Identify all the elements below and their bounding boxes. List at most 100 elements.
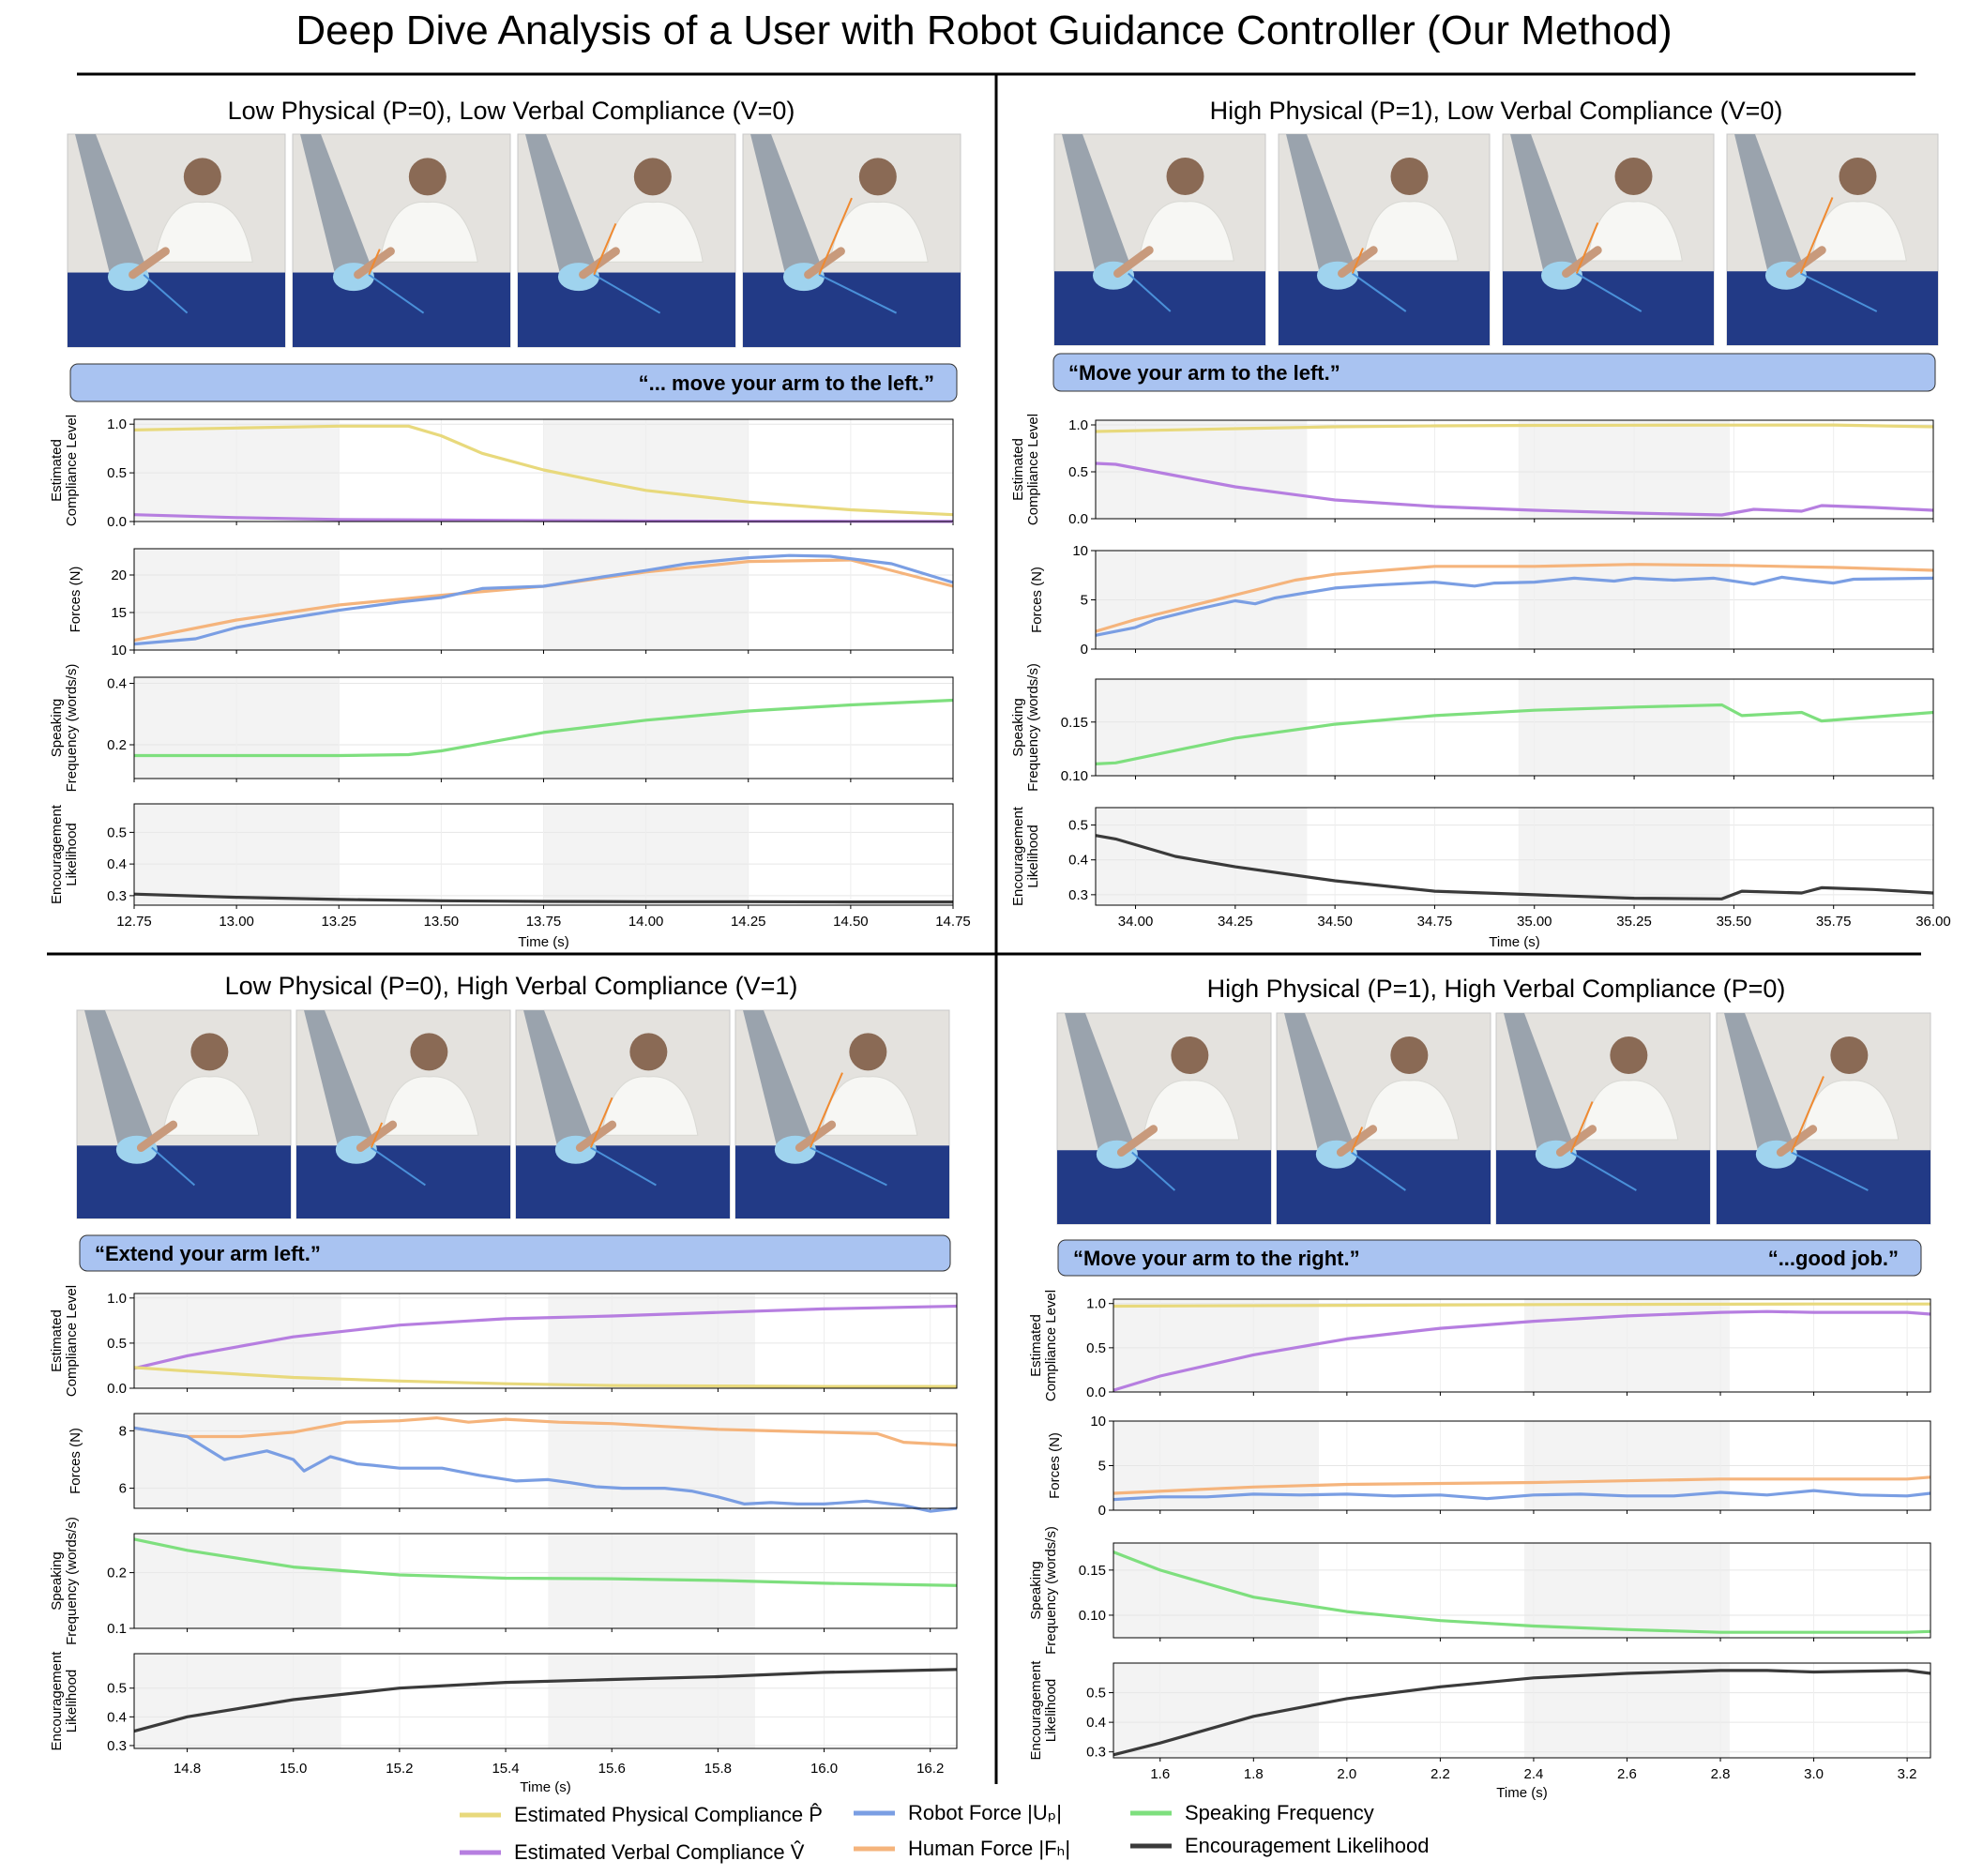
panel-3: Low Physical (P=0), High Verbal Complian… [49, 972, 958, 1795]
panel-2: High Physical (P=1), Low Verbal Complian… [1010, 97, 1951, 950]
robot-arm-icon [75, 134, 146, 280]
person-head-icon [1839, 158, 1877, 195]
table-surface [1054, 271, 1265, 345]
subplot-1: 0.0 0.5 1.0 Estimated Compliance Level [49, 415, 954, 530]
x-tick-label: 35.75 [1816, 914, 1852, 930]
shaded-interval [548, 1294, 755, 1388]
video-frame [1495, 1012, 1711, 1225]
y-tick-label: 5 [1098, 1459, 1106, 1475]
x-tick-label: 15.0 [280, 1761, 307, 1777]
person-arm-icon [129, 247, 170, 280]
series-line [1113, 1302, 1930, 1309]
x-tick-label: 13.75 [526, 914, 562, 930]
robot-arm-icon [84, 1010, 155, 1152]
robot-arm-icon [525, 134, 597, 280]
axes-frame [133, 1293, 958, 1389]
legend-item: Encouragement Likelihood [1130, 1834, 1430, 1857]
subplot-3: 0.10 0.15 Speaking Frequency (words/s) [1010, 663, 1934, 792]
subplot-4: 0.3 0.4 0.5 Encouragement Likelihood [49, 803, 954, 909]
y-tick-label: 0.0 [107, 1381, 127, 1397]
shaded-interval [548, 1414, 755, 1508]
person-shirt-icon [381, 1076, 479, 1136]
robot-arm-icon [1724, 1013, 1794, 1157]
person-head-icon [858, 158, 897, 196]
x-tick-label: 2.8 [1711, 1766, 1731, 1782]
y-axis-label: Frequency (words/s) [1025, 663, 1041, 792]
subplot-2: 0 5 10 Forces (N) [1029, 543, 1934, 658]
video-frame [742, 133, 961, 348]
y-axis-label: Encouragement [49, 1651, 65, 1751]
speech-quote-left: “Move your arm to the right.” [1073, 1247, 1360, 1270]
x-tick-label: 13.25 [321, 914, 356, 930]
x-tick-label: 13.50 [424, 914, 460, 930]
x-tick-label: 13.00 [219, 914, 254, 930]
y-tick-label: 0.15 [1061, 715, 1088, 731]
legend-item: Estimated Verbal Compliance V̂ [460, 1840, 805, 1864]
person-head-icon [1171, 1036, 1209, 1074]
robot-force-arrow-icon [1352, 272, 1407, 312]
robot-force-arrow-icon [368, 274, 425, 314]
robot-arm-icon [523, 1010, 594, 1152]
y-tick-label: 0.0 [107, 514, 127, 530]
human-force-arrow-icon [818, 197, 853, 276]
table-surface [743, 272, 961, 347]
x-tick-label: 35.25 [1616, 914, 1652, 930]
table-surface [1503, 271, 1714, 345]
y-axis-label: Estimated [49, 1309, 65, 1372]
video-frame [1726, 133, 1939, 346]
person-head-icon [633, 158, 672, 196]
table-surface [77, 1145, 291, 1218]
x-tick-label: 2.6 [1617, 1766, 1637, 1782]
human-force-arrow-icon [1575, 222, 1599, 274]
y-tick-label: 8 [119, 1423, 127, 1439]
panel-title: Low Physical (P=0), High Verbal Complian… [225, 972, 798, 1000]
y-tick-label: 0.2 [107, 1566, 127, 1581]
series-line [133, 424, 954, 517]
robot-force-arrow-icon [1131, 1151, 1176, 1191]
series-line [1113, 1309, 1931, 1392]
table-surface [293, 272, 510, 347]
person-head-icon [1390, 158, 1429, 195]
human-force-arrow-icon [593, 222, 617, 276]
x-tick-label: 3.2 [1898, 1766, 1917, 1782]
y-axis-label: Compliance Level [1025, 414, 1041, 525]
shaded-interval [134, 1654, 341, 1748]
y-axis-label: Compliance Level [1043, 1290, 1059, 1401]
y-tick-label: 0.10 [1079, 1608, 1106, 1624]
axes-frame [133, 418, 954, 522]
person-head-icon [629, 1033, 668, 1071]
subplot-3: 0.10 0.15 Speaking Frequency (words/s) [1028, 1526, 1931, 1655]
y-tick-label: 0.4 [1086, 1715, 1106, 1731]
y-tick-label: 0.5 [1086, 1686, 1106, 1702]
x-tick-label: 34.00 [1118, 914, 1154, 930]
subplot-1: 0.0 0.5 1.0 Estimated Compliance Level [1028, 1290, 1931, 1401]
x-tick-label: 34.75 [1417, 914, 1453, 930]
series-line [1095, 575, 1934, 637]
axes-frame [1113, 1298, 1931, 1393]
legend-label: Human Force |Fₕ| [908, 1837, 1070, 1860]
x-tick-label: 2.4 [1524, 1766, 1544, 1782]
axes-frame [133, 676, 954, 779]
series-line [133, 553, 954, 646]
video-frame [1276, 1012, 1491, 1225]
person-arm-icon [136, 1120, 178, 1153]
video-frame [1056, 1012, 1272, 1225]
legend: Estimated Physical Compliance P̂ Estimate… [460, 1801, 1430, 1864]
video-frame [1053, 133, 1266, 346]
y-tick-label: 0.3 [1068, 887, 1088, 903]
series-line [134, 698, 954, 758]
robot-force-arrow-icon [593, 273, 661, 314]
robot-arm-icon [1504, 1013, 1574, 1157]
shaded-interval [134, 1294, 341, 1388]
x-tick-label: 14.50 [833, 914, 869, 930]
figure-title: Deep Dive Analysis of a User with Robot … [295, 8, 1673, 53]
y-tick-label: 0.3 [107, 1738, 127, 1754]
legend-label: Estimated Verbal Compliance V̂ [514, 1840, 805, 1864]
robot-force-arrow-icon [1791, 1151, 1869, 1191]
y-tick-label: 1.0 [107, 416, 127, 432]
table-surface [296, 1145, 510, 1218]
subplot-4: 0.3 0.4 0.5 Encouragement Likelihood [49, 1651, 958, 1754]
x-tick-label: 15.2 [386, 1761, 413, 1777]
robot-force-arrow-icon [1800, 272, 1878, 312]
y-tick-label: 0.3 [107, 888, 127, 904]
